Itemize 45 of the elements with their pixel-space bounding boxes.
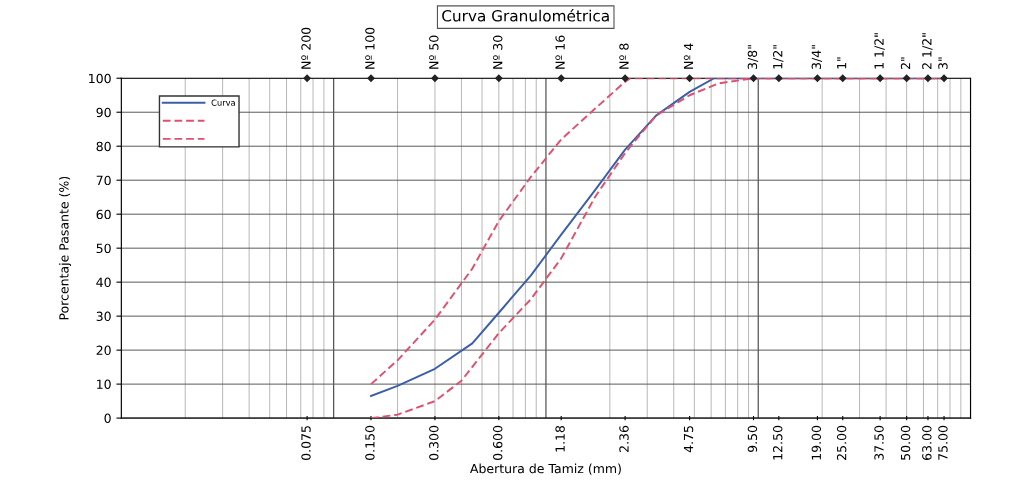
y-tick-label: 30	[96, 311, 111, 322]
y-tick-label: 90	[96, 107, 111, 118]
annotation: 3/4"	[811, 45, 823, 69]
y-axis-title: Porcentaje Pasante (%)	[58, 176, 72, 320]
x-tick-label: 0.600	[493, 425, 503, 460]
y-tick-label: 40	[96, 277, 111, 288]
y-tick-label: 50	[96, 243, 111, 254]
text: Curva	[211, 99, 235, 106]
annotation: 2 1/2"	[922, 33, 933, 69]
chart-title: Curva Granulométrica	[442, 9, 609, 22]
annotation: Nº 100	[365, 27, 375, 69]
x-tick-label: 75.00	[938, 425, 948, 460]
annotation: Nº 30	[493, 35, 503, 69]
x-tick-label: 9.50	[747, 425, 758, 453]
x-tick-label: 0.150	[365, 425, 375, 460]
y-tick-label: 100	[89, 73, 111, 84]
x-tick-label: 37.50	[874, 425, 884, 460]
x-tick-label: 0.300	[429, 425, 439, 460]
annotation: Nº 4	[683, 43, 694, 69]
y-tick-label: 10	[97, 379, 111, 390]
x-tick-label: 63.00	[922, 425, 932, 460]
x-tick-label: 12.50	[773, 425, 783, 460]
annotation: Nº 8	[619, 43, 629, 69]
y-tick-label: 20	[96, 345, 111, 356]
annotation: 1 1/2"	[874, 33, 885, 69]
x-tick-label: 2.36	[619, 425, 629, 452]
x-axis-title: Abertura de Tamiz (mm)	[470, 463, 621, 475]
y-tick-label: 60	[96, 209, 111, 220]
annotation: 1/2"	[773, 45, 784, 69]
annotation: Nº 50	[429, 35, 439, 69]
x-tick-label: 1.18	[555, 425, 565, 452]
annotation: Nº 16	[555, 35, 565, 69]
annotation: 1"	[837, 57, 847, 69]
y-tick-label: 80	[96, 141, 111, 152]
annotation: 3/8"	[747, 45, 759, 69]
x-tick-label: 19.00	[811, 425, 822, 460]
x-tick-label: 4.75	[683, 426, 694, 453]
x-tick-label: 50.00	[900, 425, 911, 460]
y-tick-label: 70	[96, 175, 111, 186]
x-tick-label: 0.075	[301, 426, 311, 460]
annotation: Nº 200	[301, 27, 311, 69]
annotation: 2"	[900, 57, 911, 69]
y-tick-label: 0	[104, 413, 111, 424]
annotation: 3"	[938, 57, 948, 69]
x-tick-label: 25.00	[836, 425, 847, 460]
